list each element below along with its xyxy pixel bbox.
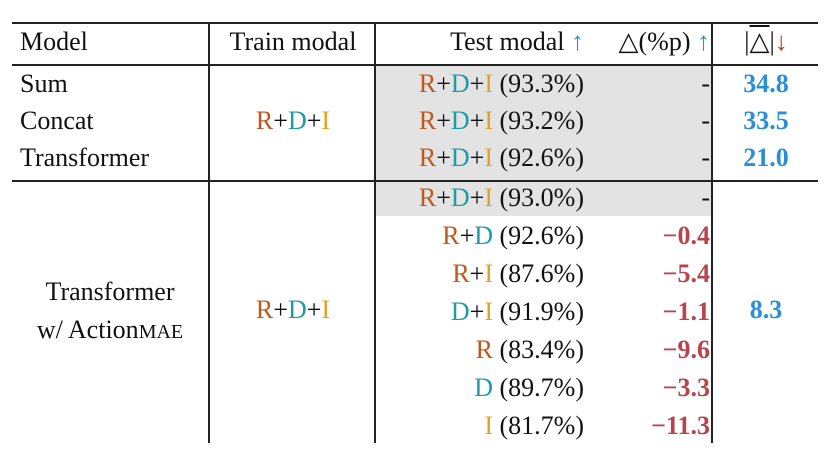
delta-cell: - [701,106,710,135]
abs-delta-value: 34.8 [743,69,789,98]
up-arrow-icon: ↑ [571,27,584,56]
test-modal-cell: R+D+I (92.6%) [418,143,584,172]
shade-group1 [374,66,711,180]
group-rule [12,180,818,182]
model-transformer-actionmae-line1: Transformer [45,277,175,306]
up-arrow-icon: ↑ [697,27,710,56]
test-modal-cell: D (89.7%) [474,373,584,402]
delta-cell: −11.3 [651,411,710,440]
test-modal-cell: R (83.4%) [475,335,584,364]
test-modal-cell: R+D+I (93.3%) [418,69,584,98]
delta-cell: - [701,143,710,172]
test-modal-cell: D+I (91.9%) [450,297,584,326]
down-arrow-icon: ↓ [774,27,788,56]
model-transformer-actionmae-line2: w/ ActionMAE [36,315,184,344]
header-model: Model [20,27,88,56]
vrule-train [374,22,376,443]
vrule-model [208,22,210,443]
test-modal-cell: R+I (87.6%) [452,259,584,288]
delta-cell: - [701,69,710,98]
delta-cell: −9.6 [662,335,710,364]
model-transformer: Transformer [20,143,150,172]
delta-cell: −5.4 [662,259,710,288]
train-modal-group1: R+D+I [255,106,331,135]
shade-group2-first [374,182,711,216]
top-rule [12,22,818,24]
delta-cell: - [701,183,710,212]
header-abs-delta: |△|↓ [744,27,788,56]
header-test-modal: Test modal ↑ [450,27,584,56]
header-delta: △(%p) ↑ [618,27,710,56]
abs-delta-value: 33.5 [743,106,789,135]
test-modal-cell: I (81.7%) [484,411,584,440]
delta-cell: −3.3 [662,373,710,402]
abs-delta-value: 21.0 [743,143,789,172]
results-table: Model Train modal Test modal ↑ △(%p) ↑ |… [12,22,818,443]
delta-cell: −1.1 [662,297,710,326]
train-modal-group2: R+D+I [255,295,331,324]
test-modal-cell: R+D (92.6%) [442,221,584,250]
model-concat: Concat [20,106,94,135]
header-train-modal: Train modal [229,27,357,56]
vrule-delta [711,22,713,443]
header-rule [12,64,818,66]
test-modal-cell: R+D+I (93.2%) [418,106,584,135]
delta-cell: −0.4 [662,221,710,250]
model-sum: Sum [20,69,68,98]
test-modal-cell: R+D+I (93.0%) [418,183,584,212]
abs-delta-value: 8.3 [749,295,783,324]
